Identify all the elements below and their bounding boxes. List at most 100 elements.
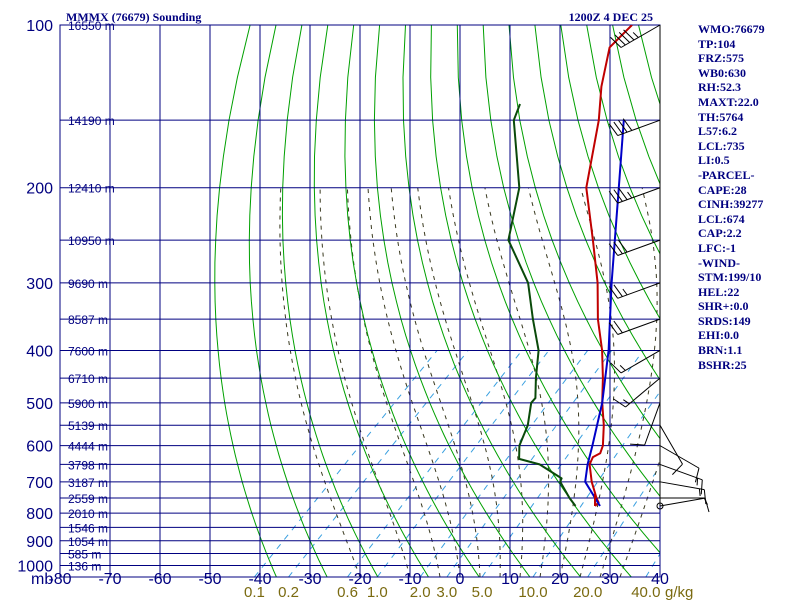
- temperature-tick-label: -20: [348, 571, 371, 588]
- wind-barb: [659, 481, 707, 505]
- temperature-tick-label: 20: [551, 571, 569, 588]
- temperature-tick-label: -50: [198, 571, 221, 588]
- temperature-tick-label: -10: [398, 571, 421, 588]
- height-label: 10950 m: [68, 234, 115, 248]
- wind-barb: [608, 118, 661, 137]
- wind-barb: [608, 282, 661, 299]
- mixing-ratio-line: [347, 350, 523, 577]
- height-label: 1546 m: [68, 521, 108, 535]
- dry-adiabat: [373, 25, 531, 577]
- moist-adiabat: [319, 187, 411, 577]
- sounding-indices-list: WMO:76679 TP:104 FRZ:575 WB0:630 RH:52.3 MAXT…: [698, 22, 765, 372]
- temperature-tick-label: 10: [501, 571, 519, 588]
- pressure-tick-label: 400: [26, 343, 53, 360]
- mixing-ratio-line: [532, 390, 660, 577]
- height-label: 2010 m: [68, 507, 108, 521]
- height-label: 8587 m: [68, 313, 108, 327]
- height-label: 136 m: [68, 560, 101, 574]
- stat-item: SHR+:0.0: [698, 299, 749, 314]
- mixing-ratio-line: [645, 552, 660, 577]
- mixing-ratio-line: [254, 350, 438, 577]
- height-label: 3798 m: [68, 458, 108, 472]
- stat-item: TP:104: [698, 36, 736, 51]
- sounding-profiles: [507, 25, 633, 507]
- wind-barbs: [608, 24, 710, 513]
- dry-adiabat: [313, 25, 429, 577]
- pressure-temperature-grid: [59, 24, 661, 578]
- temperature-tick-label: 0: [456, 571, 465, 588]
- moist-adiabat: [346, 187, 441, 577]
- dewpoint-profile-line: [507, 103, 577, 507]
- dry-adiabat: [214, 25, 277, 577]
- temperature-tick-label: -40: [248, 571, 271, 588]
- temperature-tick-label: -70: [98, 571, 121, 588]
- dry-adiabat: [281, 25, 379, 577]
- height-label: 7600 m: [68, 344, 108, 358]
- pressure-tick-label: 800: [26, 506, 53, 523]
- wind-barb: [659, 445, 700, 483]
- stat-item: STM:199/10: [698, 270, 762, 285]
- moist-adiabat: [579, 187, 615, 577]
- temperature-tick-label: 30: [601, 571, 619, 588]
- stat-item: WMO:76679: [698, 22, 765, 36]
- mixing-ratio-label: 0.6: [337, 584, 358, 600]
- stat-item: BSHR:25: [698, 357, 747, 372]
- chart-title: MMMX (76679) Sounding: [66, 10, 201, 24]
- mixing-ratio-unit-label: g/kg: [665, 584, 693, 600]
- stat-item: BRN:1.1: [698, 343, 743, 358]
- pressure-tick-label: 500: [26, 396, 53, 413]
- parcel-profile-line: [584, 120, 625, 507]
- stat-item: L57:6.2: [698, 124, 737, 139]
- stat-item: LCL:735: [698, 138, 745, 153]
- mixing-ratio-label: 2.0: [410, 584, 431, 600]
- stat-item: MAXT:22.0: [698, 94, 759, 109]
- stat-item: -WIND-: [698, 255, 740, 270]
- height-label: 5139 m: [68, 419, 108, 433]
- mixing-ratio-line: [288, 350, 469, 577]
- height-label: 16550 m: [68, 19, 115, 33]
- height-label: 9690 m: [68, 277, 108, 291]
- mixing-ratio-label: 1.0: [367, 584, 388, 600]
- stat-item: CAPE:28: [698, 182, 747, 197]
- height-label: 6710 m: [68, 372, 108, 386]
- stat-item: CINH:39277: [698, 197, 764, 212]
- dry-adiabat: [248, 25, 328, 577]
- stat-item: RH:52.3: [698, 80, 741, 95]
- dry-adiabat: [534, 25, 660, 381]
- dry-adiabat: [456, 25, 660, 554]
- dry-adiabat: [508, 25, 660, 440]
- stat-item: LFC:-1: [698, 240, 736, 255]
- height-label: 3187 m: [68, 476, 108, 490]
- wind-barb: [659, 497, 708, 507]
- mixing-ratio-label: 10.0: [518, 584, 547, 600]
- dry-adiabat: [402, 25, 581, 577]
- dry-adiabat: [560, 25, 660, 320]
- wind-barb: [608, 318, 661, 335]
- pressure-tick-label: 1000: [17, 559, 53, 576]
- wind-barb: [608, 187, 661, 204]
- height-label: 2559 m: [68, 492, 108, 506]
- mixing-ratio-line: [376, 350, 550, 577]
- mixing-ratio-label: 0.1: [244, 584, 265, 600]
- wind-barb: [613, 377, 661, 408]
- height-label: 12410 m: [68, 182, 115, 196]
- wind-barb: [610, 24, 661, 48]
- dry-adiabat: [794, 25, 800, 577]
- pressure-tick-label: 200: [26, 181, 53, 198]
- mixing-ratio-label: 0.2: [278, 584, 299, 600]
- height-label: 1054 m: [68, 535, 108, 549]
- mixing-ratio-line: [419, 350, 589, 577]
- pressure-tick-label: 600: [26, 439, 53, 456]
- mixing-ratio-lines: [254, 350, 660, 577]
- dry-adiabat: [586, 25, 660, 255]
- stat-item: EHI:0.0: [698, 328, 740, 343]
- pressure-tick-label: 900: [26, 534, 53, 551]
- stat-item: HEL:22: [698, 284, 740, 299]
- height-label: 585 m: [68, 548, 101, 562]
- moist-adiabat: [619, 458, 660, 577]
- station-marker: [656, 502, 664, 510]
- valid-time: 1200Z 4 DEC 25: [569, 10, 653, 24]
- stat-item: LCL:674: [698, 211, 745, 226]
- stat-item: CAP:2.2: [698, 226, 742, 241]
